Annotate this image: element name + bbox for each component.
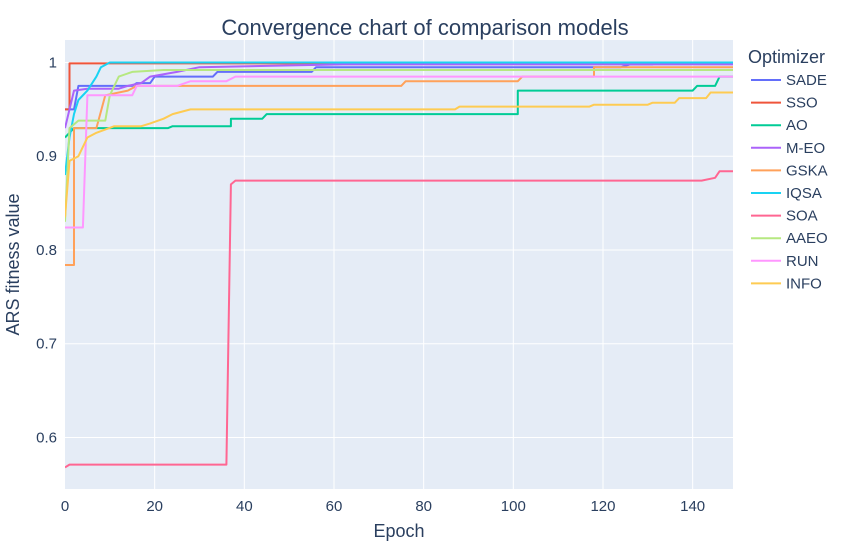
legend-label-gska: GSKA bbox=[786, 162, 828, 179]
y-axis-title: ARS fitness value bbox=[3, 193, 23, 335]
x-tick-label: 120 bbox=[590, 498, 615, 515]
series-lines bbox=[65, 61, 733, 469]
legend-label-run: RUN bbox=[786, 253, 819, 270]
x-tick-label: 40 bbox=[236, 498, 253, 515]
y-tick-label: 0.9 bbox=[36, 148, 57, 165]
series-line-iqsa bbox=[65, 61, 733, 176]
series-line-soa bbox=[65, 170, 733, 469]
x-tick-label: 80 bbox=[415, 498, 432, 515]
legend-label-m-eo: M-EO bbox=[786, 140, 825, 157]
y-tick-label: 0.8 bbox=[36, 242, 57, 259]
legend-label-info: INFO bbox=[786, 275, 822, 292]
x-tick-label: 0 bbox=[61, 498, 69, 515]
x-tick-label: 100 bbox=[501, 498, 526, 515]
legend-label-sso: SSO bbox=[786, 95, 818, 112]
x-axis-title: Epoch bbox=[373, 521, 424, 541]
y-tick-label: 1 bbox=[49, 54, 57, 71]
x-tick-label: 60 bbox=[326, 498, 343, 515]
legend-label-soa: SOA bbox=[786, 208, 818, 225]
y-tick-label: 0.6 bbox=[36, 429, 57, 446]
series-line-m-eo bbox=[65, 63, 733, 129]
series-line-run bbox=[65, 75, 733, 229]
x-tick-label: 20 bbox=[146, 498, 163, 515]
legend: SADE SSO AO M-EO GSKA IQSA SOA AAEO RUN INFO bbox=[751, 72, 828, 292]
legend-label-ao: AO bbox=[786, 117, 808, 134]
legend-label-aaeo: AAEO bbox=[786, 230, 828, 247]
legend-label-iqsa: IQSA bbox=[786, 185, 822, 202]
y-tick-label: 0.7 bbox=[36, 336, 57, 353]
series-line-ao bbox=[65, 75, 733, 139]
series-line-info bbox=[65, 91, 733, 218]
legend-title: Optimizer bbox=[748, 47, 825, 67]
plot-area bbox=[65, 40, 733, 489]
x-tick-label: 140 bbox=[680, 498, 705, 515]
chart-title: Convergence chart of comparison models bbox=[221, 15, 628, 40]
axis-ticks: 0 20 40 60 80 100 120 140 0.6 0.7 0.8 0.9 1 bbox=[36, 54, 705, 515]
legend-label-sade: SADE bbox=[786, 72, 827, 89]
